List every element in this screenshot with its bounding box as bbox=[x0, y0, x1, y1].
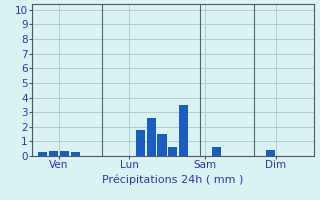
Bar bbox=[49, 151, 58, 156]
Bar bbox=[38, 152, 47, 156]
Bar bbox=[179, 105, 188, 156]
X-axis label: Précipitations 24h ( mm ): Précipitations 24h ( mm ) bbox=[102, 174, 244, 185]
Bar bbox=[266, 150, 275, 156]
Bar bbox=[71, 152, 80, 156]
Bar bbox=[157, 134, 167, 156]
Bar bbox=[212, 147, 221, 156]
Bar bbox=[60, 151, 69, 156]
Bar bbox=[147, 118, 156, 156]
Bar bbox=[168, 146, 177, 156]
Bar bbox=[136, 130, 145, 156]
